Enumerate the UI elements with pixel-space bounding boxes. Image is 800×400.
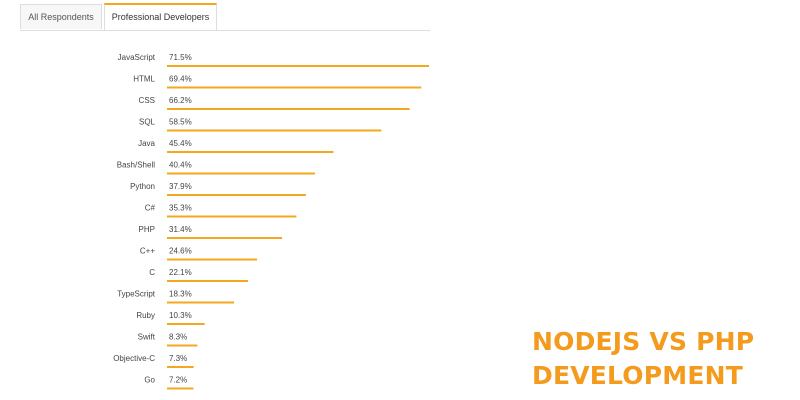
category-label: TypeScript (117, 290, 156, 299)
bar (167, 129, 382, 132)
value-label: 71.5% (169, 53, 192, 62)
value-label: 35.3% (169, 204, 192, 213)
bar (167, 215, 297, 218)
value-label: 58.5% (169, 118, 192, 127)
value-label: 22.1% (169, 268, 192, 277)
category-label: C (149, 268, 155, 277)
category-label: Go (144, 376, 155, 385)
bar (167, 151, 334, 153)
category-label: Ruby (136, 311, 155, 320)
bar (167, 172, 315, 175)
value-label: 18.3% (169, 290, 192, 299)
page-title-line-2: DEVELOPMENT (532, 361, 744, 390)
category-label: PHP (139, 225, 155, 234)
value-label: 40.4% (169, 161, 192, 170)
category-label: Java (138, 139, 155, 148)
category-label: Objective-C (113, 354, 155, 363)
value-label: 69.4% (169, 75, 192, 84)
bar (167, 86, 422, 89)
bar (167, 323, 205, 325)
bar (167, 194, 306, 196)
value-label: 31.4% (169, 225, 192, 234)
category-label: C# (145, 204, 156, 213)
category-label: Swift (138, 333, 156, 342)
category-label: Python (130, 182, 155, 191)
value-label: 10.3% (169, 311, 192, 320)
bar (167, 280, 248, 282)
bar (167, 237, 283, 239)
value-label: 7.3% (169, 354, 187, 363)
value-label: 8.3% (169, 333, 187, 342)
bar (167, 108, 410, 110)
category-label: C++ (140, 247, 155, 256)
bar (167, 65, 429, 67)
bar (167, 387, 194, 390)
value-label: 24.6% (169, 247, 192, 256)
category-label: CSS (139, 96, 155, 105)
tab-all-respondents[interactable]: All Respondents (20, 4, 102, 29)
value-label: 45.4% (169, 139, 192, 148)
category-label: Bash/Shell (117, 161, 155, 170)
tab-bar: All Respondents Professional Developers (20, 2, 430, 31)
category-label: JavaScript (118, 53, 156, 62)
bar (167, 301, 235, 304)
value-label: 37.9% (169, 182, 192, 191)
value-label: 66.2% (169, 96, 192, 105)
page-title: NODEJS VS PHP DEVELOPMENT (532, 325, 792, 393)
category-label: SQL (139, 118, 156, 127)
bar (167, 366, 194, 368)
page-title-line-1: NODEJS VS PHP (532, 327, 755, 356)
category-label: HTML (133, 75, 155, 84)
bar (167, 258, 258, 261)
value-label: 7.2% (169, 376, 187, 385)
bar (167, 344, 198, 347)
tab-professional-developers[interactable]: Professional Developers (104, 3, 217, 30)
